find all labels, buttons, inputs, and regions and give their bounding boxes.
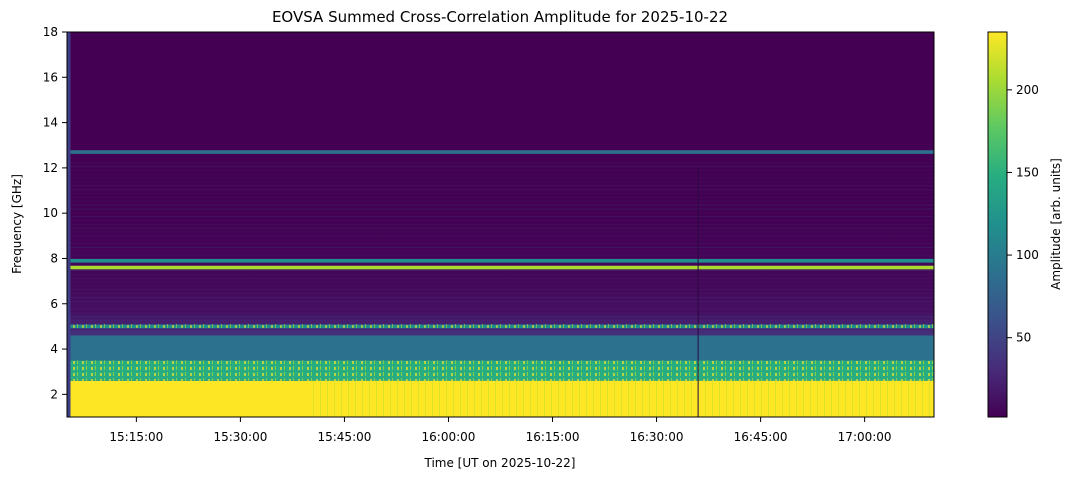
y-tick-label: 10 <box>43 206 58 220</box>
x-axis-label: Time [UT on 2025-10-22] <box>424 456 576 470</box>
colorbar-tick-label: 50 <box>1016 331 1031 345</box>
heatmap-speckle-overlay <box>70 323 934 330</box>
x-tick-label: 16:00:00 <box>422 430 476 444</box>
heatmap-texture-line <box>67 212 934 214</box>
heatmap-texture-line <box>67 231 934 233</box>
y-tick-label: 14 <box>43 116 58 130</box>
heatmap-texture-line <box>67 312 934 314</box>
x-tick-label: 17:00:00 <box>838 430 892 444</box>
heatmap-texture-line <box>67 227 934 229</box>
x-tick-label: 15:45:00 <box>317 430 371 444</box>
heatmap-speckle-overlay <box>70 360 934 381</box>
heatmap-texture-line <box>67 331 934 333</box>
y-tick-label: 2 <box>50 387 58 401</box>
heatmap-texture-line <box>67 246 934 248</box>
heatmap-texture-line <box>67 239 934 241</box>
heatmap-texture-line <box>67 185 934 187</box>
heatmap-dark-line <box>697 167 699 417</box>
colorbar-tick-label: 100 <box>1016 248 1039 262</box>
plot-frame <box>66 31 935 418</box>
x-tick-label: 15:30:00 <box>213 430 267 444</box>
heatmap-texture-line <box>67 262 934 264</box>
heatmap-texture-line <box>67 223 934 225</box>
heatmap-texture-line <box>67 166 934 168</box>
heatmap-stripe-overlay <box>309 380 934 417</box>
y-tick-label: 6 <box>50 297 58 311</box>
colorbar-label: Amplitude [arb. units] <box>1049 158 1063 290</box>
colorbar-ticks: 50 100 150 200 <box>1007 83 1039 345</box>
heatmap-band-4 <box>70 265 934 270</box>
heatmap-texture-line <box>67 285 934 287</box>
heatmap-texture-line <box>67 308 934 310</box>
heatmap-texture-line <box>67 216 934 218</box>
y-tick-label: 4 <box>50 342 58 356</box>
colorbar <box>987 31 1008 418</box>
x-axis-ticks: 15:15:00 15:30:00 15:45:00 16:00:00 16:15:00… <box>109 417 892 444</box>
heatmap-texture-line <box>67 254 934 256</box>
heatmap-texture-line <box>67 277 934 279</box>
x-tick-label: 16:15:00 <box>526 430 580 444</box>
heatmap-texture-line <box>67 316 934 318</box>
heatmap-texture-line <box>67 162 934 164</box>
y-axis-label: Frequency [GHz] <box>10 174 24 274</box>
x-tick-label: 15:15:00 <box>109 430 163 444</box>
heatmap-texture-line <box>67 204 934 206</box>
y-tick-label: 16 <box>43 70 58 84</box>
heatmap-texture-line <box>67 289 934 291</box>
heatmap-band-2 <box>70 335 934 361</box>
heatmap-gap-column <box>67 32 71 417</box>
x-tick-label: 16:30:00 <box>630 430 684 444</box>
x-tick-label: 16:45:00 <box>734 430 788 444</box>
heatmap-texture-line <box>67 181 934 183</box>
chart-title: EOVSA Summed Cross-Correlation Amplitude… <box>272 8 728 26</box>
heatmap-texture-line <box>67 208 934 210</box>
y-axis-ticks: 2 4 6 8 10 12 14 16 18 <box>43 25 67 401</box>
heatmap-texture-line <box>67 189 934 191</box>
heatmap-texture-line <box>67 196 934 198</box>
heatmap-texture-line <box>67 281 934 283</box>
heatmap-band-5 <box>70 258 934 263</box>
heatmap-texture-line <box>67 304 934 306</box>
heatmap-texture-line <box>67 235 934 237</box>
heatmap-texture-line <box>67 270 934 272</box>
heatmap-texture-line <box>67 296 934 298</box>
y-tick-label: 8 <box>50 251 58 265</box>
heatmap-texture-line <box>67 293 934 295</box>
heatmap-texture-line <box>67 193 934 195</box>
heatmap-texture-line <box>67 173 934 175</box>
heatmap-texture-line <box>67 177 934 179</box>
heatmap-texture-line <box>67 273 934 275</box>
y-tick-label: 18 <box>43 25 58 39</box>
heatmap-texture-line <box>67 169 934 171</box>
colorbar-tick-label: 150 <box>1016 165 1039 179</box>
y-tick-label: 12 <box>43 161 58 175</box>
heatmap-band-6 <box>70 150 934 154</box>
colorbar-tick-label: 200 <box>1016 83 1039 97</box>
heatmap-texture-line <box>67 219 934 221</box>
heatmap-texture-line <box>67 320 934 322</box>
heatmap-plot-area <box>67 32 934 417</box>
heatmap-texture-line <box>67 300 934 302</box>
heatmap-texture-line <box>67 243 934 245</box>
heatmap-texture-line <box>67 250 934 252</box>
heatmap-texture-line <box>67 200 934 202</box>
